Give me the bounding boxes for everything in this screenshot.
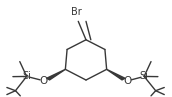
Polygon shape bbox=[47, 69, 65, 80]
Text: Br: Br bbox=[71, 7, 81, 17]
Text: Si: Si bbox=[140, 71, 149, 81]
Text: O: O bbox=[39, 76, 48, 86]
Text: O: O bbox=[124, 76, 132, 86]
Polygon shape bbox=[107, 69, 125, 80]
Text: Si: Si bbox=[22, 71, 31, 81]
